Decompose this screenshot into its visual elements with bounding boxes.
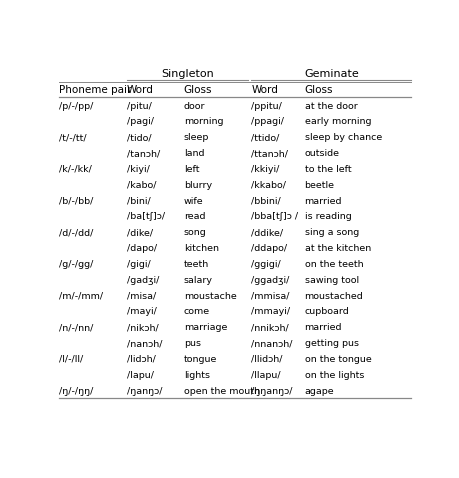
Text: /kkiyi/: /kkiyi/ [251,165,280,174]
Text: /misa/: /misa/ [127,292,156,301]
Text: /bini/: /bini/ [127,196,151,206]
Text: /m/-/mm/: /m/-/mm/ [59,292,103,301]
Text: /nikɔh/: /nikɔh/ [127,323,158,332]
Text: sleep: sleep [184,133,209,142]
Text: /mayi/: /mayi/ [127,307,157,316]
Text: land: land [184,149,204,158]
Text: /mmayi/: /mmayi/ [251,307,291,316]
Text: /pagi/: /pagi/ [127,118,154,127]
Text: early morning: early morning [305,118,371,127]
Text: Gloss: Gloss [305,85,333,95]
Text: /llidɔh/: /llidɔh/ [251,355,283,364]
Text: /l/-/ll/: /l/-/ll/ [59,355,84,364]
Text: marriage: marriage [184,323,227,332]
Text: /ggadʒi/: /ggadʒi/ [251,276,290,285]
Text: /ddapo/: /ddapo/ [251,244,287,253]
Text: lights: lights [184,370,210,380]
Text: /ggigi/: /ggigi/ [251,260,281,269]
Text: /kabo/: /kabo/ [127,181,156,190]
Text: moustached: moustached [305,292,364,301]
Text: Word: Word [251,85,278,95]
Text: /bbini/: /bbini/ [251,196,281,206]
Text: agape: agape [305,387,334,395]
Text: tongue: tongue [184,355,217,364]
Text: /ppagi/: /ppagi/ [251,118,284,127]
Text: /dapo/: /dapo/ [127,244,157,253]
Text: wife: wife [184,196,203,206]
Text: outside: outside [305,149,340,158]
Text: /ŋanŋɔ/: /ŋanŋɔ/ [127,387,162,395]
Text: is reading: is reading [305,212,351,221]
Text: /nnikɔh/: /nnikɔh/ [251,323,289,332]
Text: married: married [305,196,342,206]
Text: to the left: to the left [305,165,351,174]
Text: Phoneme pair: Phoneme pair [59,85,132,95]
Text: /dike/: /dike/ [127,228,153,237]
Text: left: left [184,165,199,174]
Text: sing a song: sing a song [305,228,359,237]
Text: getting pus: getting pus [305,339,358,348]
Text: Geminate: Geminate [304,69,358,79]
Text: /b/-/bb/: /b/-/bb/ [59,196,94,206]
Text: come: come [184,307,210,316]
Text: sawing tool: sawing tool [305,276,359,285]
Text: at the kitchen: at the kitchen [305,244,371,253]
Text: cupboard: cupboard [305,307,349,316]
Text: /gadʒi/: /gadʒi/ [127,276,159,285]
Text: /t/-/tt/: /t/-/tt/ [59,133,87,142]
Text: /llapu/: /llapu/ [251,370,281,380]
Text: beetle: beetle [305,181,335,190]
Text: /k/-/kk/: /k/-/kk/ [59,165,92,174]
Text: /nnanɔh/: /nnanɔh/ [251,339,293,348]
Text: Singleton: Singleton [161,69,213,79]
Text: open the mouth: open the mouth [184,387,260,395]
Text: door: door [184,102,205,110]
Text: /ŋ/-/ŋŋ/: /ŋ/-/ŋŋ/ [59,387,94,395]
Text: /lapu/: /lapu/ [127,370,154,380]
Text: teeth: teeth [184,260,209,269]
Text: Word: Word [127,85,154,95]
Text: Gloss: Gloss [184,85,212,95]
Text: /d/-/dd/: /d/-/dd/ [59,228,94,237]
Text: /gigi/: /gigi/ [127,260,151,269]
Text: on the lights: on the lights [305,370,364,380]
Text: /ttanɔh/: /ttanɔh/ [251,149,288,158]
Text: /kkabo/: /kkabo/ [251,181,286,190]
Text: /mmisa/: /mmisa/ [251,292,290,301]
Text: /ddike/: /ddike/ [251,228,283,237]
Text: /lidɔh/: /lidɔh/ [127,355,156,364]
Text: /bba[tʃ]ɔ /: /bba[tʃ]ɔ / [251,212,298,221]
Text: sleep by chance: sleep by chance [305,133,382,142]
Text: /ŋŋanŋɔ/: /ŋŋanŋɔ/ [251,387,293,395]
Text: moustache: moustache [184,292,236,301]
Text: morning: morning [184,118,223,127]
Text: /kiyi/: /kiyi/ [127,165,150,174]
Text: blurry: blurry [184,181,212,190]
Text: pus: pus [184,339,201,348]
Text: /ttido/: /ttido/ [251,133,280,142]
Text: salary: salary [184,276,213,285]
Text: /ppitu/: /ppitu/ [251,102,282,110]
Text: /nanɔh/: /nanɔh/ [127,339,162,348]
Text: on the tongue: on the tongue [305,355,371,364]
Text: married: married [305,323,342,332]
Text: song: song [184,228,207,237]
Text: /g/-/gg/: /g/-/gg/ [59,260,94,269]
Text: read: read [184,212,205,221]
Text: /tanɔh/: /tanɔh/ [127,149,160,158]
Text: /pitu/: /pitu/ [127,102,151,110]
Text: at the door: at the door [305,102,358,110]
Text: /ba[tʃ]ɔ/: /ba[tʃ]ɔ/ [127,212,165,221]
Text: /tido/: /tido/ [127,133,151,142]
Text: /n/-/nn/: /n/-/nn/ [59,323,94,332]
Text: kitchen: kitchen [184,244,218,253]
Text: on the teeth: on the teeth [305,260,363,269]
Text: /p/-/pp/: /p/-/pp/ [59,102,94,110]
